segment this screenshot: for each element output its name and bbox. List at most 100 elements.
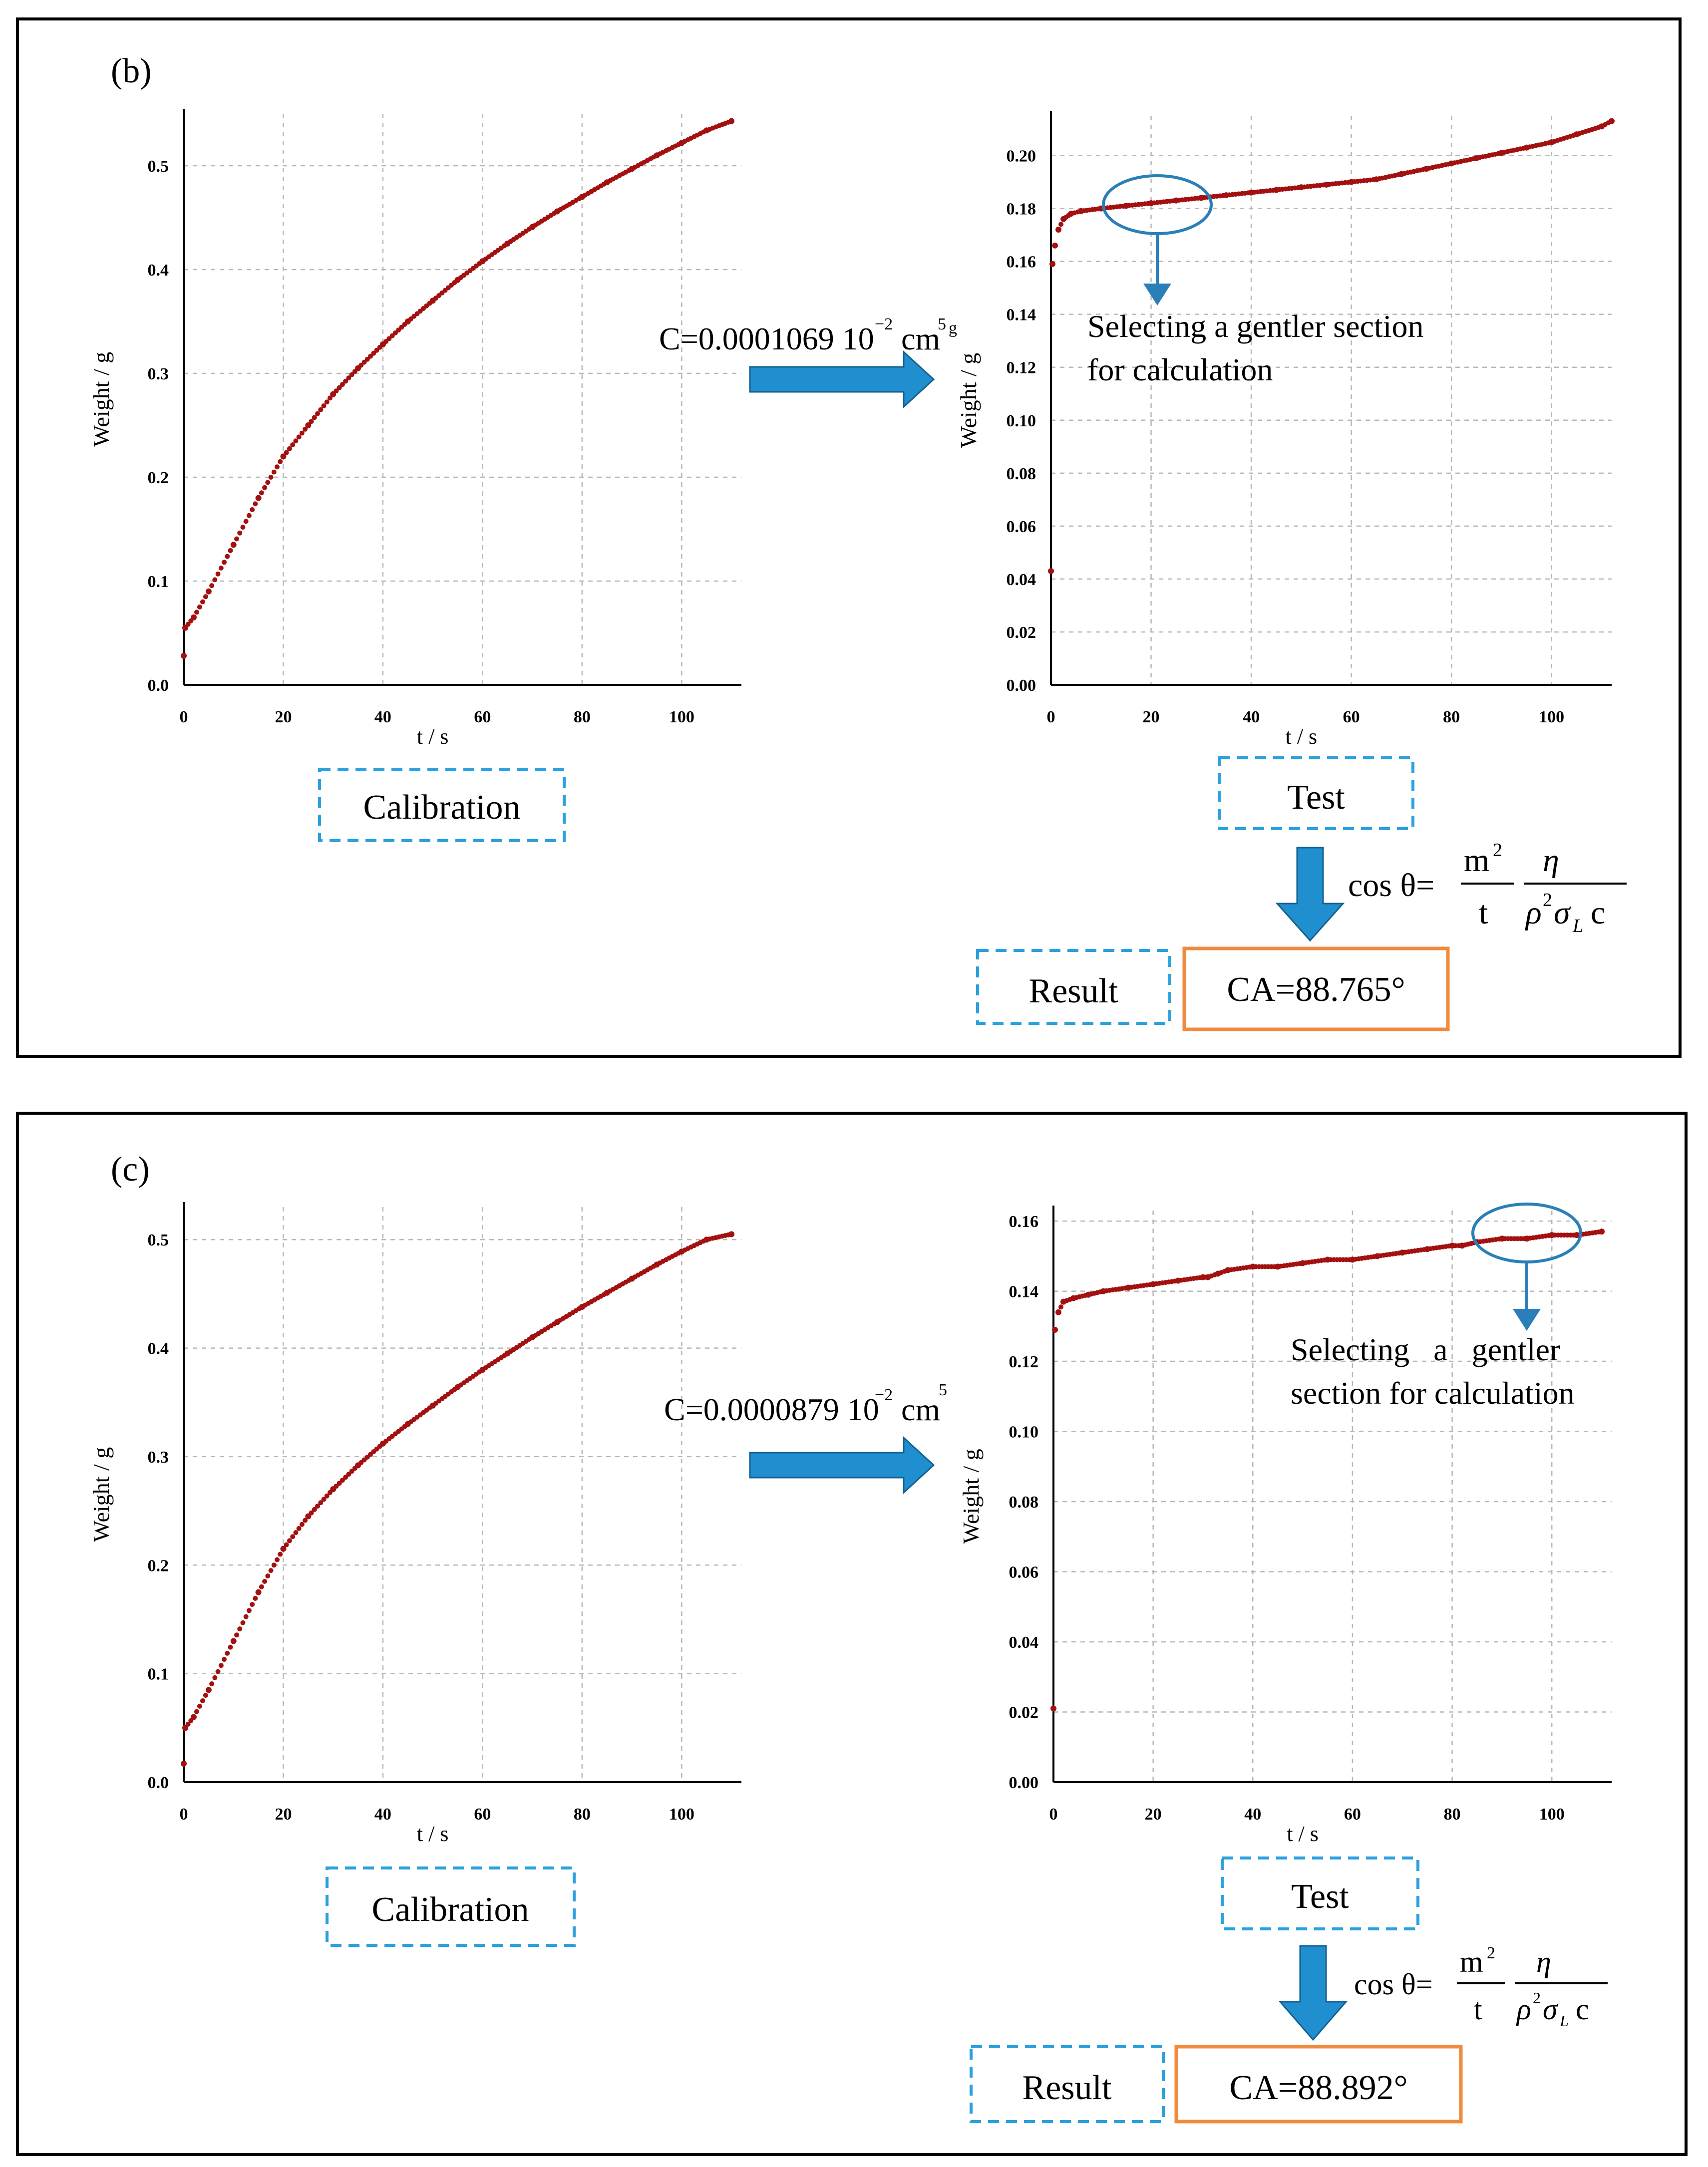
data-point xyxy=(315,411,321,416)
data-point xyxy=(1599,1229,1605,1235)
y-tick-label: 0.4 xyxy=(148,1340,169,1358)
data-point xyxy=(728,1231,735,1238)
data-point xyxy=(340,382,345,387)
panel-c-label: (c) xyxy=(111,1150,150,1189)
data-point xyxy=(290,442,296,447)
data-point xyxy=(205,1687,212,1693)
data-point xyxy=(243,519,249,524)
y-tick-label: 0.16 xyxy=(1007,253,1036,272)
x-tick-label: 60 xyxy=(1343,708,1360,726)
x-tick-label: 100 xyxy=(669,1805,694,1824)
x-tick-label: 100 xyxy=(669,708,694,726)
data-point xyxy=(1048,568,1054,574)
data-point xyxy=(237,530,243,536)
data-point xyxy=(324,1493,330,1499)
data-point xyxy=(1058,222,1064,227)
data-point xyxy=(321,403,327,408)
x-axis-label: t / s xyxy=(1287,1822,1319,1846)
y-tick-label: 0.3 xyxy=(148,365,169,383)
formula-sigma-sub-c: L xyxy=(1559,2012,1569,2030)
data-point xyxy=(182,1725,188,1731)
constant-main-c: C=0.0000879 10 xyxy=(664,1392,879,1427)
data-point xyxy=(371,350,376,356)
x-tick-label: 80 xyxy=(1444,1805,1461,1824)
formula-b: cos θ= m 2 t η ρ 2 σ L c xyxy=(1348,840,1627,936)
constant-exp: −2 xyxy=(875,315,893,333)
x-tick-label: 80 xyxy=(1443,708,1460,726)
data-point xyxy=(262,485,268,490)
data-point xyxy=(250,507,255,512)
y-tick-label: 0.3 xyxy=(148,1448,169,1467)
y-tick-label: 0.14 xyxy=(1009,1283,1039,1301)
result-label-c: Result xyxy=(1023,2069,1112,2107)
ca-value-b: CA=88.765° xyxy=(1227,970,1405,1009)
data-point xyxy=(205,588,212,595)
selection-arrowhead-b-icon xyxy=(1143,284,1171,306)
x-axis-label: t / s xyxy=(417,1822,449,1846)
x-tick-label: 0 xyxy=(180,708,188,726)
y-tick-label: 0.14 xyxy=(1007,306,1036,324)
data-point xyxy=(1049,261,1056,267)
y-tick-label: 0.02 xyxy=(1007,623,1036,642)
data-point xyxy=(284,450,289,455)
data-point xyxy=(212,1675,218,1680)
y-tick-label: 0.1 xyxy=(148,1665,169,1684)
ca-box-b xyxy=(1182,946,1450,1031)
y-tick-label: 0.16 xyxy=(1009,1213,1039,1231)
formula-m-exp-c: 2 xyxy=(1487,1944,1495,1962)
data-point xyxy=(194,1709,199,1714)
constant-unit: cm xyxy=(901,321,940,356)
test-box-b xyxy=(1218,756,1414,830)
formula-rho-c: ρ xyxy=(1516,1993,1531,2026)
data-point xyxy=(209,583,215,589)
data-point xyxy=(194,610,199,615)
data-point xyxy=(240,1620,246,1625)
y-tick-label: 0.04 xyxy=(1007,571,1036,589)
annotation-b-line1: Selecting a gentler section xyxy=(1087,309,1424,344)
data-point xyxy=(203,594,208,600)
arrow-down-c-icon xyxy=(1278,1945,1348,2041)
ca-value-c: CA=88.892° xyxy=(1229,2069,1407,2107)
data-point xyxy=(197,1703,202,1709)
data-point xyxy=(274,464,280,470)
data-point xyxy=(293,1530,299,1536)
formula-c: c xyxy=(1591,895,1605,931)
panel-b: (b) 0.00.10.20.30.40.50 20 40 60 80 100Weight… xyxy=(16,17,1682,1058)
annotation-c-line2: section for calculation xyxy=(1291,1375,1575,1411)
data-point xyxy=(324,399,330,405)
data-point xyxy=(268,475,274,480)
data-point xyxy=(334,1484,339,1489)
data-point xyxy=(190,1714,197,1720)
formula-t: t xyxy=(1479,895,1488,931)
data-point xyxy=(343,378,348,384)
y-tick-label: 0.0 xyxy=(148,676,169,695)
data-point xyxy=(218,1663,224,1668)
data-point xyxy=(303,426,308,432)
data-point xyxy=(181,652,187,659)
data-point xyxy=(225,554,230,559)
data-point xyxy=(230,1638,237,1644)
data-point xyxy=(293,438,299,444)
y-tick-label: 0.10 xyxy=(1007,412,1036,430)
data-point xyxy=(209,1681,215,1687)
y-tick-label: 0.0 xyxy=(148,1774,169,1792)
y-tick-label: 0.10 xyxy=(1009,1423,1039,1442)
chart-c-calibration: 0.0 0.1 0.2 0.3 0.4 0.5 0 20 40 60 80 100 Weight / g… xyxy=(88,1202,741,1846)
test-box-c xyxy=(1221,1857,1419,1930)
formula-lhs-c: cos θ= xyxy=(1354,1968,1433,2001)
y-tick-label: 0.20 xyxy=(1007,147,1036,166)
annotation-c-line1: Selecting a gentler xyxy=(1291,1332,1560,1367)
result-box-c xyxy=(970,2045,1165,2123)
data-point xyxy=(296,434,302,440)
panel-c-constant: C=0.0000879 10 −2 cm 5 xyxy=(664,1381,947,1427)
x-tick-label: 0 xyxy=(180,1805,188,1824)
panel-b-label: (b) xyxy=(111,52,152,90)
data-point xyxy=(215,571,221,577)
data-point xyxy=(1058,1304,1063,1310)
data-point xyxy=(346,375,351,381)
test-label-b: Test xyxy=(1287,778,1345,817)
y-tick-label: 0.12 xyxy=(1009,1353,1039,1371)
panel-b-constant: C=0.0001069 10 −2 cm 5 g xyxy=(659,315,957,356)
data-point xyxy=(274,1557,280,1562)
x-tick-label: 80 xyxy=(574,1805,591,1824)
